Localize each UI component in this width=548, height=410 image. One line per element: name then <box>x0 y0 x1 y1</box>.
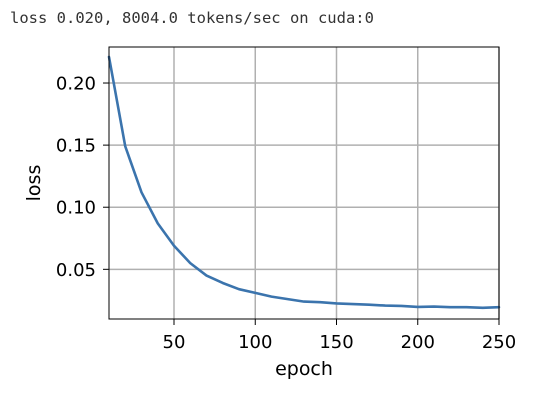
x-tick-label-50: 50 <box>163 332 186 353</box>
y-axis-label: loss <box>23 165 45 202</box>
series-line-0 <box>107 55 501 310</box>
y-tick-label-3: 0.20 <box>56 74 96 95</box>
training-log-text: loss 0.020, 8004.0 tokens/sec on cuda:0 <box>10 9 374 27</box>
y-tick-label-2: 0.15 <box>56 136 96 157</box>
x-tick-label-150: 150 <box>319 332 353 353</box>
tick-marks <box>103 82 500 325</box>
y-tick-label-1: 0.10 <box>56 198 96 219</box>
x-axis-label: epoch <box>275 358 333 380</box>
y-tick-label-0: 0.05 <box>56 260 96 281</box>
x-tick-label-200: 200 <box>401 332 435 353</box>
tick-labels: 50 100 150 200 250 0.05 0.10 0.15 0.20 <box>56 74 516 353</box>
x-tick-label-100: 100 <box>238 332 272 353</box>
series-layer <box>107 55 501 310</box>
grid-lines <box>109 47 500 319</box>
plot-frame <box>108 46 500 320</box>
x-tick-label-250: 250 <box>482 332 516 353</box>
